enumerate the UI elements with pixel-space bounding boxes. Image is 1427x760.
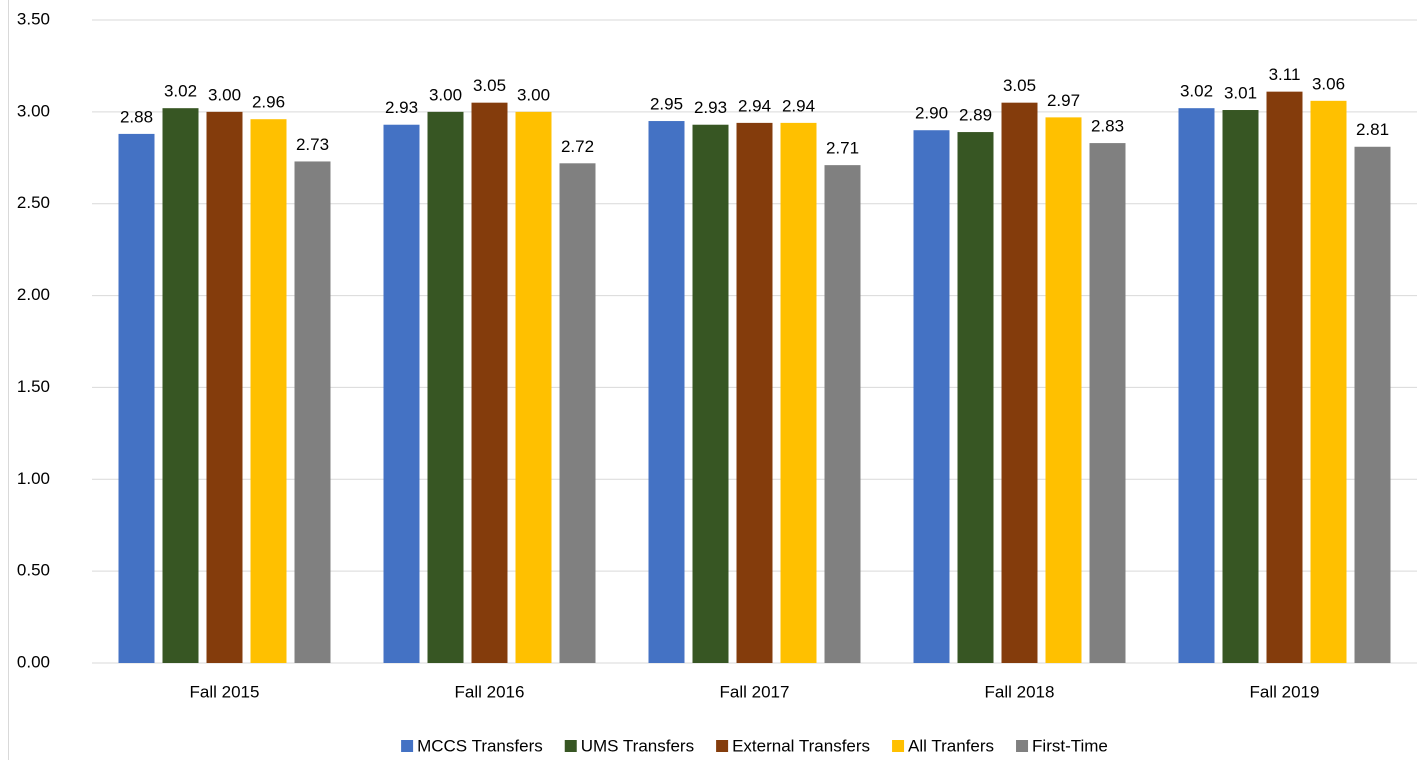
- bar: [824, 165, 861, 664]
- bar: [692, 124, 729, 663]
- data-label: 3.00: [517, 85, 550, 104]
- data-label: 3.00: [208, 85, 241, 104]
- bar: [427, 111, 464, 664]
- legend-label: MCCS Transfers: [417, 736, 543, 755]
- bar: [294, 161, 331, 663]
- bar: [1178, 108, 1215, 663]
- data-label: 2.93: [694, 98, 727, 117]
- bar: [1354, 146, 1391, 663]
- data-label: 3.05: [1003, 76, 1036, 95]
- bar: [648, 121, 685, 664]
- data-label: 2.96: [252, 93, 285, 112]
- data-label: 3.06: [1312, 74, 1345, 93]
- data-label: 2.73: [296, 135, 329, 154]
- bar: [1222, 110, 1259, 663]
- data-label: 2.93: [385, 98, 418, 117]
- data-label: 2.94: [738, 96, 771, 115]
- x-tick-label: Fall 2019: [1250, 682, 1320, 701]
- legend-swatch: [716, 740, 729, 752]
- y-tick-label: 3.00: [17, 101, 50, 120]
- data-label: 2.90: [915, 104, 948, 123]
- data-label: 2.89: [959, 106, 992, 125]
- bar: [1001, 102, 1038, 663]
- y-tick-label: 0.50: [17, 561, 50, 580]
- legend-swatch: [564, 740, 577, 752]
- bar: [471, 102, 508, 663]
- x-tick-label: Fall 2015: [190, 682, 260, 701]
- y-tick-label: 0.00: [17, 652, 50, 671]
- x-tick-label: Fall 2018: [985, 682, 1055, 701]
- data-label: 3.01: [1224, 84, 1257, 103]
- data-label: 2.83: [1091, 117, 1124, 136]
- bar: [1089, 143, 1126, 664]
- data-label: 3.11: [1269, 65, 1301, 84]
- legend-swatch: [892, 740, 905, 752]
- bar: [162, 108, 199, 663]
- bar: [913, 130, 950, 663]
- data-label: 2.94: [782, 96, 815, 115]
- x-tick-label: Fall 2017: [720, 682, 790, 701]
- bar: [957, 132, 994, 663]
- bar: [206, 111, 243, 664]
- y-tick-label: 3.50: [17, 9, 50, 28]
- bar: [250, 119, 287, 664]
- legend-label: All Tranfers: [908, 736, 994, 755]
- bar: [1266, 91, 1303, 664]
- data-label: 3.02: [164, 82, 197, 101]
- legend-label: First-Time: [1032, 736, 1108, 755]
- legend-swatch: [401, 740, 414, 752]
- y-tick-label: 1.50: [17, 377, 50, 396]
- data-label: 3.02: [1180, 82, 1213, 101]
- bar: [1310, 100, 1347, 663]
- data-label: 2.97: [1047, 91, 1080, 110]
- y-tick-label: 2.00: [17, 285, 50, 304]
- bar: [515, 111, 552, 664]
- bar: [780, 122, 817, 663]
- y-tick-label: 2.50: [17, 193, 50, 212]
- y-tick-label: 1.00: [17, 469, 50, 488]
- data-label: 2.88: [120, 107, 153, 126]
- legend-label: External Transfers: [732, 736, 870, 755]
- x-tick-label: Fall 2016: [455, 682, 525, 701]
- legend-label: UMS Transfers: [581, 736, 694, 755]
- bar: [1045, 117, 1082, 663]
- data-label: 2.81: [1356, 120, 1389, 139]
- data-label: 2.95: [650, 95, 683, 114]
- legend-swatch: [1016, 740, 1029, 752]
- bar: [383, 124, 420, 663]
- data-label: 3.05: [473, 76, 506, 95]
- bar: [118, 133, 155, 664]
- data-label: 2.71: [826, 139, 859, 158]
- bar: [559, 163, 596, 663]
- data-label: 2.72: [561, 137, 594, 156]
- data-label: 3.00: [429, 85, 462, 104]
- bar: [736, 122, 773, 663]
